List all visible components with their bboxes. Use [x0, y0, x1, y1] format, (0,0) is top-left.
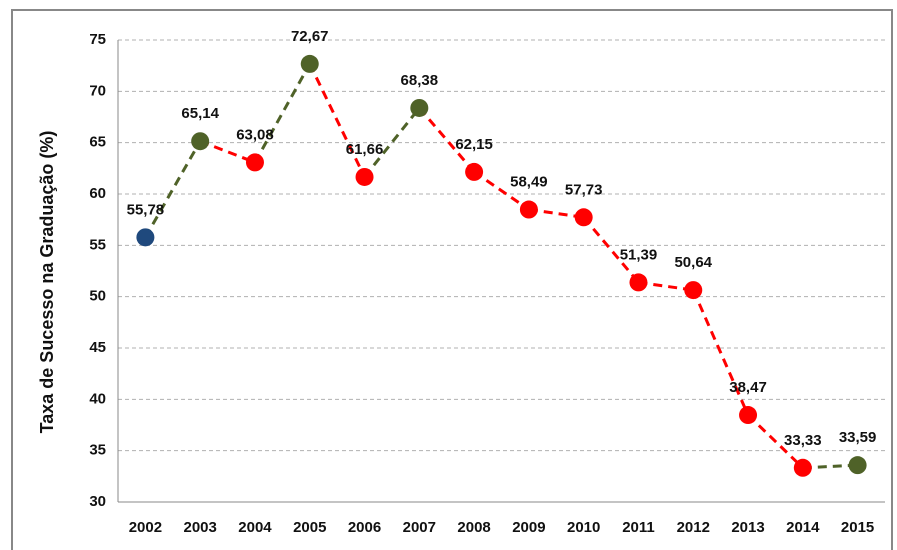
y-tick-label: 35 [89, 442, 106, 459]
point [739, 406, 758, 425]
x-tick-label: 2014 [786, 519, 820, 536]
line-segment [691, 289, 750, 416]
x-tick-label: 2007 [403, 519, 436, 536]
y-tick-label: 50 [89, 288, 106, 305]
y-tick-label: 55 [89, 236, 106, 253]
data-label: 38,47 [729, 379, 767, 396]
line-segment [199, 139, 256, 164]
line-segment [802, 463, 858, 470]
point [848, 456, 867, 475]
data-label: 65,14 [181, 105, 219, 122]
x-tick-label: 2009 [512, 519, 545, 536]
x-tick-label: 2012 [677, 519, 710, 536]
data-label: 63,08 [236, 126, 274, 143]
point [245, 153, 264, 172]
y-tick-label: 40 [89, 390, 106, 407]
x-tick-label: 2008 [457, 519, 490, 536]
data-label: 57,73 [565, 181, 603, 198]
y-tick-label: 60 [89, 185, 106, 202]
line-segment [528, 208, 584, 219]
y-tick-label: 30 [89, 493, 106, 510]
data-label: 61,66 [346, 141, 384, 158]
data-label: 55,78 [127, 201, 165, 218]
data-label: 58,49 [510, 173, 548, 190]
data-label: 33,33 [784, 432, 822, 449]
x-tick-label: 2006 [348, 519, 381, 536]
point [629, 273, 648, 292]
x-tick-label: 2010 [567, 519, 600, 536]
line-segment [308, 63, 366, 178]
point [574, 208, 593, 227]
chart-frame [11, 9, 893, 550]
y-tick-label: 75 [89, 31, 106, 48]
point [684, 281, 703, 300]
x-tick-label: 2003 [183, 519, 216, 536]
point [465, 162, 484, 181]
point [136, 228, 155, 247]
y-axis-label: Taxa de Sucesso na Graduação (%) [37, 131, 57, 434]
line-segment [746, 413, 804, 469]
y-tick-label: 65 [89, 134, 106, 151]
x-tick-label: 2013 [731, 519, 764, 536]
line-segment [253, 63, 312, 164]
point [300, 54, 319, 73]
x-tick-label: 2005 [293, 519, 326, 536]
x-tick-label: 2015 [841, 519, 874, 536]
x-tick-label: 2004 [238, 519, 272, 536]
data-label: 50,64 [674, 254, 712, 271]
data-label: 51,39 [620, 246, 658, 263]
point [355, 167, 374, 186]
y-tick-label: 45 [89, 339, 106, 356]
data-label: 33,59 [839, 429, 877, 446]
line-segment [473, 170, 530, 211]
point [519, 200, 538, 219]
data-label: 62,15 [455, 136, 493, 153]
x-tick-label: 2011 [622, 519, 655, 536]
y-tick-label: 70 [89, 82, 106, 99]
x-tick-label: 2002 [129, 519, 162, 536]
point [410, 98, 429, 117]
data-label: 72,67 [291, 28, 329, 45]
point [191, 132, 210, 151]
line-segment [638, 280, 694, 292]
line-segment [144, 140, 202, 239]
data-label: 68,38 [401, 72, 439, 89]
point [793, 458, 812, 477]
